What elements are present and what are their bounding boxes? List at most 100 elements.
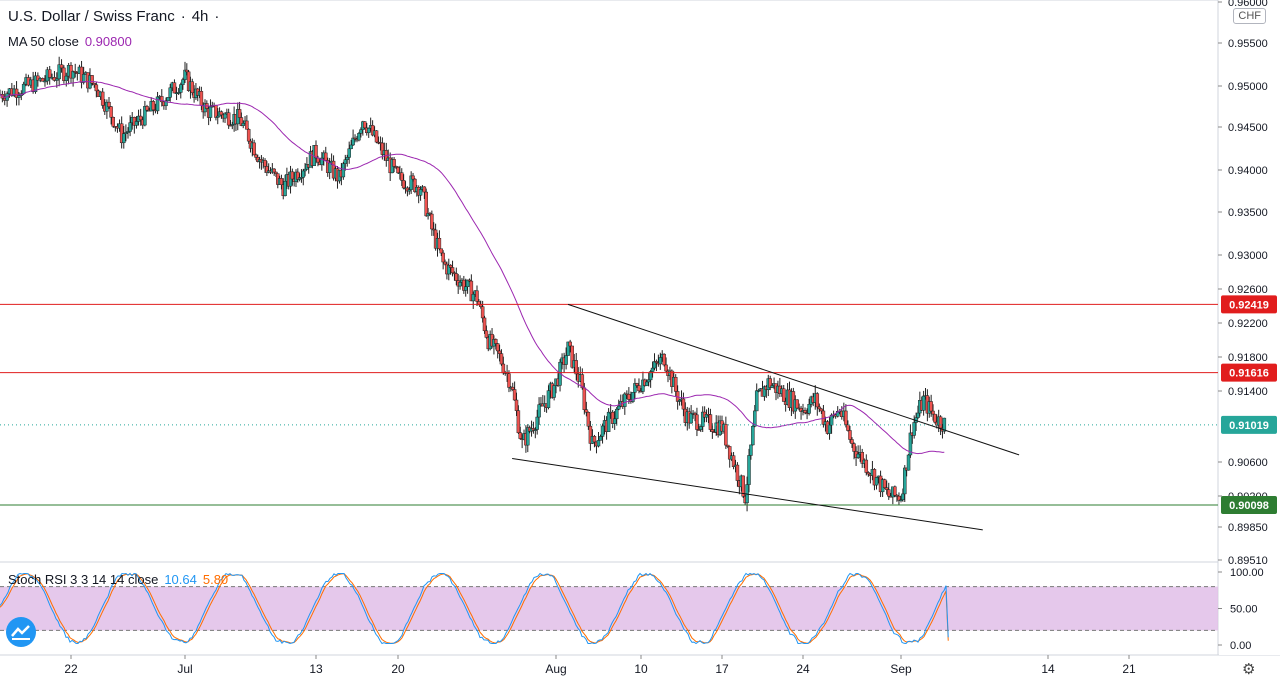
candle-body — [747, 455, 751, 485]
stoch-d-line — [0, 573, 949, 644]
candle-body — [214, 105, 218, 118]
candle-body — [835, 411, 840, 417]
candle-body — [252, 142, 256, 156]
candle-body — [441, 252, 445, 263]
candle-body — [931, 410, 935, 415]
candle-body — [458, 282, 462, 287]
candle-body — [33, 75, 38, 93]
candle-body — [109, 106, 113, 118]
candle-body — [815, 393, 820, 408]
price-axis[interactable]: 0.96000 0.95500 0.95000 0.94500 0.94000 0.935… — [1218, 0, 1280, 655]
candle-body — [47, 69, 52, 78]
candle-body — [479, 304, 483, 307]
price-tick-label: 0.93000 — [1228, 250, 1268, 262]
candle-body — [646, 379, 651, 383]
candle-body — [497, 350, 502, 354]
time-axis[interactable]: 22 Jul 13 20 Aug 10 17 24 Sep 14 21 — [64, 655, 1136, 676]
price-series — [0, 56, 947, 512]
candle-body — [241, 123, 245, 126]
candle-body — [623, 393, 627, 407]
candle-body — [160, 96, 164, 103]
candle-body — [90, 75, 94, 84]
time-tick-label: 24 — [796, 662, 810, 676]
candle-body — [237, 109, 242, 118]
candle-body — [363, 121, 367, 129]
currency-badge[interactable]: CHF — [1233, 8, 1266, 24]
candle-body — [59, 64, 64, 69]
candle-body — [753, 410, 757, 427]
candle-body — [510, 386, 515, 390]
candle-body — [616, 405, 621, 410]
candle-body — [819, 408, 824, 412]
level-price-text: 0.91019 — [1229, 420, 1269, 432]
candle-body — [111, 116, 115, 127]
candle-body — [279, 178, 284, 186]
candle-body — [450, 267, 455, 274]
candle-body — [494, 339, 498, 344]
candle-body — [124, 132, 128, 134]
candle-body — [751, 425, 755, 446]
candle-body — [526, 427, 530, 446]
candle-body — [564, 355, 568, 365]
candle-body — [223, 113, 227, 119]
candle-body — [803, 410, 807, 413]
price-tick-label: 0.92600 — [1228, 284, 1268, 296]
candle-body — [586, 411, 591, 427]
candle-body — [708, 414, 713, 430]
candle-body — [906, 454, 911, 471]
candle-body — [695, 414, 699, 430]
candle-body — [856, 453, 860, 458]
candle-body — [844, 410, 848, 426]
candle-body — [341, 163, 346, 178]
price-tick-label: 0.94000 — [1228, 165, 1268, 177]
candle-body — [100, 91, 105, 106]
candle-body — [614, 408, 619, 420]
candle-body — [480, 306, 485, 319]
candle-body — [908, 432, 913, 456]
candle-body — [396, 167, 400, 174]
candle-body — [850, 439, 854, 444]
candle-body — [662, 353, 666, 366]
candle-body — [272, 168, 276, 173]
candle-body — [598, 436, 603, 441]
candle-body — [345, 157, 349, 160]
horizontal-levels — [0, 303, 1218, 506]
candle-body — [929, 401, 933, 412]
candle-body — [424, 191, 428, 217]
settings-gear-icon[interactable]: ⚙ — [1242, 661, 1256, 678]
level-price-tag — [1221, 295, 1277, 314]
candle-body — [710, 429, 715, 432]
candle-body — [119, 123, 124, 144]
candle-body — [57, 64, 61, 80]
ma-legend[interactable]: MA 50 close 0.90800 — [8, 34, 138, 49]
candle-body — [155, 96, 160, 112]
candle-body — [176, 92, 181, 94]
candle-body — [145, 106, 149, 111]
candle-body — [392, 159, 396, 167]
time-tick-label: 22 — [64, 662, 78, 676]
candle-body — [128, 122, 132, 132]
stoch-legend[interactable]: Stoch RSI 3 3 14 14 close 10.64 5.80 — [8, 572, 234, 587]
candle-body — [349, 144, 353, 150]
candle-body — [439, 248, 444, 254]
timeframe-label[interactable]: 4h — [191, 8, 209, 25]
candle-body — [580, 374, 585, 389]
candle-body — [482, 317, 487, 332]
candle-body — [860, 451, 864, 464]
price-tick-label: 0.91800 — [1228, 352, 1268, 364]
candle-body — [938, 416, 943, 429]
stoch-label: Stoch RSI 3 3 14 14 close — [8, 572, 159, 587]
candle-body — [471, 294, 475, 302]
candle-body — [166, 97, 170, 101]
candle-body — [463, 286, 468, 291]
candle-body — [181, 79, 185, 85]
candle-body — [537, 404, 541, 418]
wedge-upper-line — [567, 303, 1020, 456]
candle-body — [126, 131, 130, 133]
symbol-name[interactable]: U.S. Dollar / Swiss Franc — [8, 8, 175, 25]
stoch-k-value: 10.64 — [164, 572, 197, 587]
tradingview-logo-icon[interactable] — [6, 617, 36, 647]
level-price-tag — [1221, 415, 1277, 434]
candle-body — [448, 265, 453, 268]
